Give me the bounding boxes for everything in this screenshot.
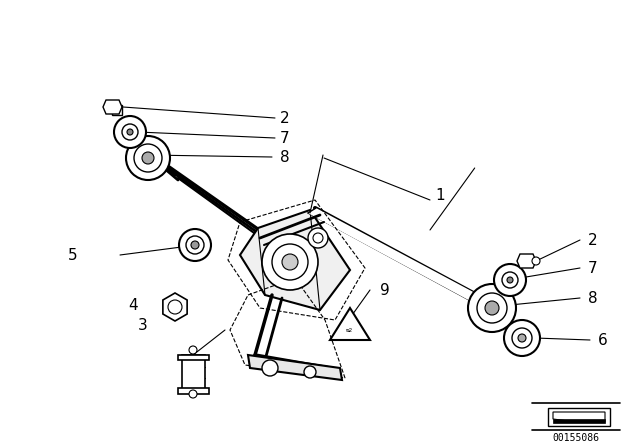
Text: 8: 8 — [588, 290, 598, 306]
Polygon shape — [178, 388, 209, 394]
Circle shape — [127, 129, 133, 135]
Polygon shape — [182, 355, 205, 390]
Circle shape — [189, 346, 197, 354]
Circle shape — [186, 236, 204, 254]
Circle shape — [485, 301, 499, 315]
Circle shape — [191, 241, 199, 249]
Polygon shape — [103, 100, 122, 114]
Circle shape — [142, 152, 154, 164]
Circle shape — [502, 272, 518, 288]
Text: 1: 1 — [435, 188, 445, 202]
Text: 00155086: 00155086 — [552, 433, 600, 443]
Circle shape — [189, 390, 197, 398]
Polygon shape — [308, 208, 498, 316]
Text: 2: 2 — [280, 111, 290, 125]
Circle shape — [494, 264, 526, 296]
Text: 9: 9 — [380, 283, 390, 297]
Text: 8: 8 — [280, 150, 290, 164]
Text: 4: 4 — [128, 297, 138, 313]
Text: 3: 3 — [138, 318, 148, 332]
Circle shape — [313, 233, 323, 243]
Polygon shape — [248, 355, 342, 380]
Polygon shape — [330, 308, 370, 340]
Circle shape — [114, 116, 146, 148]
Text: 7: 7 — [280, 130, 290, 146]
Polygon shape — [517, 254, 536, 268]
Circle shape — [282, 254, 298, 270]
Circle shape — [134, 144, 162, 172]
Circle shape — [468, 284, 516, 332]
Text: 2: 2 — [588, 233, 598, 247]
Circle shape — [308, 228, 328, 248]
Circle shape — [507, 277, 513, 283]
Circle shape — [504, 320, 540, 356]
Polygon shape — [240, 210, 350, 310]
Circle shape — [122, 124, 138, 140]
Polygon shape — [548, 408, 610, 426]
Text: 5: 5 — [68, 247, 77, 263]
Polygon shape — [553, 412, 605, 422]
Circle shape — [179, 229, 211, 261]
Circle shape — [518, 334, 526, 342]
Polygon shape — [553, 419, 605, 423]
Polygon shape — [163, 293, 187, 321]
Polygon shape — [178, 355, 209, 360]
Circle shape — [532, 257, 540, 265]
Text: 7: 7 — [588, 260, 598, 276]
Circle shape — [262, 360, 278, 376]
Circle shape — [168, 300, 182, 314]
Circle shape — [126, 136, 170, 180]
Text: ᴓ2: ᴓ2 — [346, 327, 354, 332]
Circle shape — [304, 366, 316, 378]
Polygon shape — [112, 105, 122, 115]
Circle shape — [272, 244, 308, 280]
Circle shape — [262, 234, 318, 290]
Text: 6: 6 — [598, 332, 608, 348]
Circle shape — [477, 293, 507, 323]
Circle shape — [512, 328, 532, 348]
